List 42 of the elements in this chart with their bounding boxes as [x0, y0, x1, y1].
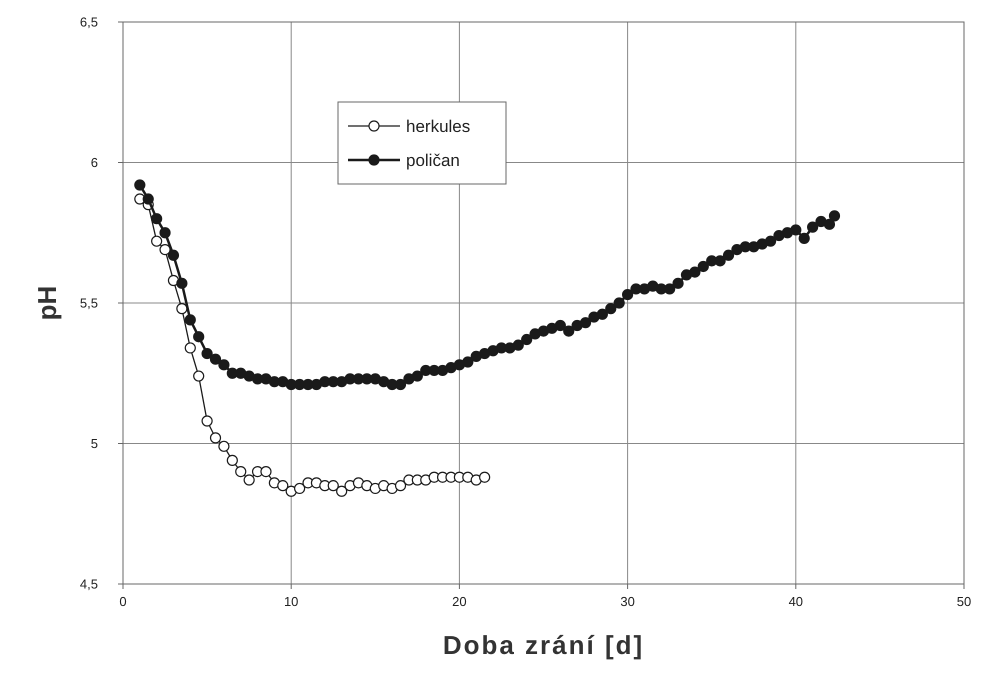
point: [294, 482, 306, 494]
y-tick-label: 6,5: [80, 14, 98, 30]
point: [226, 454, 238, 466]
point: [394, 480, 406, 492]
point: [176, 303, 188, 314]
point: [286, 486, 297, 497]
point: [268, 477, 280, 488]
point: [193, 370, 204, 382]
point: [352, 477, 364, 488]
x-tick-label: 20: [452, 594, 467, 609]
y-tick-label: 5,5: [80, 296, 98, 311]
y-axis-title: pH: [32, 286, 62, 320]
x-tick-label: 10: [284, 594, 298, 609]
y-tick-label: 6: [90, 155, 98, 170]
legend-label: herkules: [406, 116, 470, 136]
x-tick-label: 30: [620, 594, 635, 609]
point: [260, 466, 272, 478]
x-tick-label: 40: [788, 594, 804, 609]
x-axis-title: Doba zrání [d]: [442, 630, 644, 660]
point: [479, 472, 490, 483]
point: [310, 477, 322, 488]
point: [361, 480, 372, 492]
x-tick-label: 50: [956, 594, 972, 609]
point: [336, 486, 348, 497]
point: [462, 472, 474, 483]
point: [202, 415, 213, 427]
point: [235, 466, 246, 478]
point: [151, 236, 162, 247]
point: [328, 480, 339, 492]
point: [210, 432, 222, 444]
point: [184, 342, 196, 354]
point: [386, 482, 398, 494]
point: [218, 440, 230, 452]
point: [159, 244, 171, 256]
y-tick-label: 4,5: [80, 576, 98, 592]
point: [470, 474, 482, 486]
point: [277, 480, 288, 492]
y-tick-label: 5: [90, 436, 98, 452]
x-tick-label: 0: [119, 594, 127, 609]
legend-label: poličan: [406, 150, 460, 170]
point: [168, 274, 180, 286]
point: [244, 474, 255, 486]
